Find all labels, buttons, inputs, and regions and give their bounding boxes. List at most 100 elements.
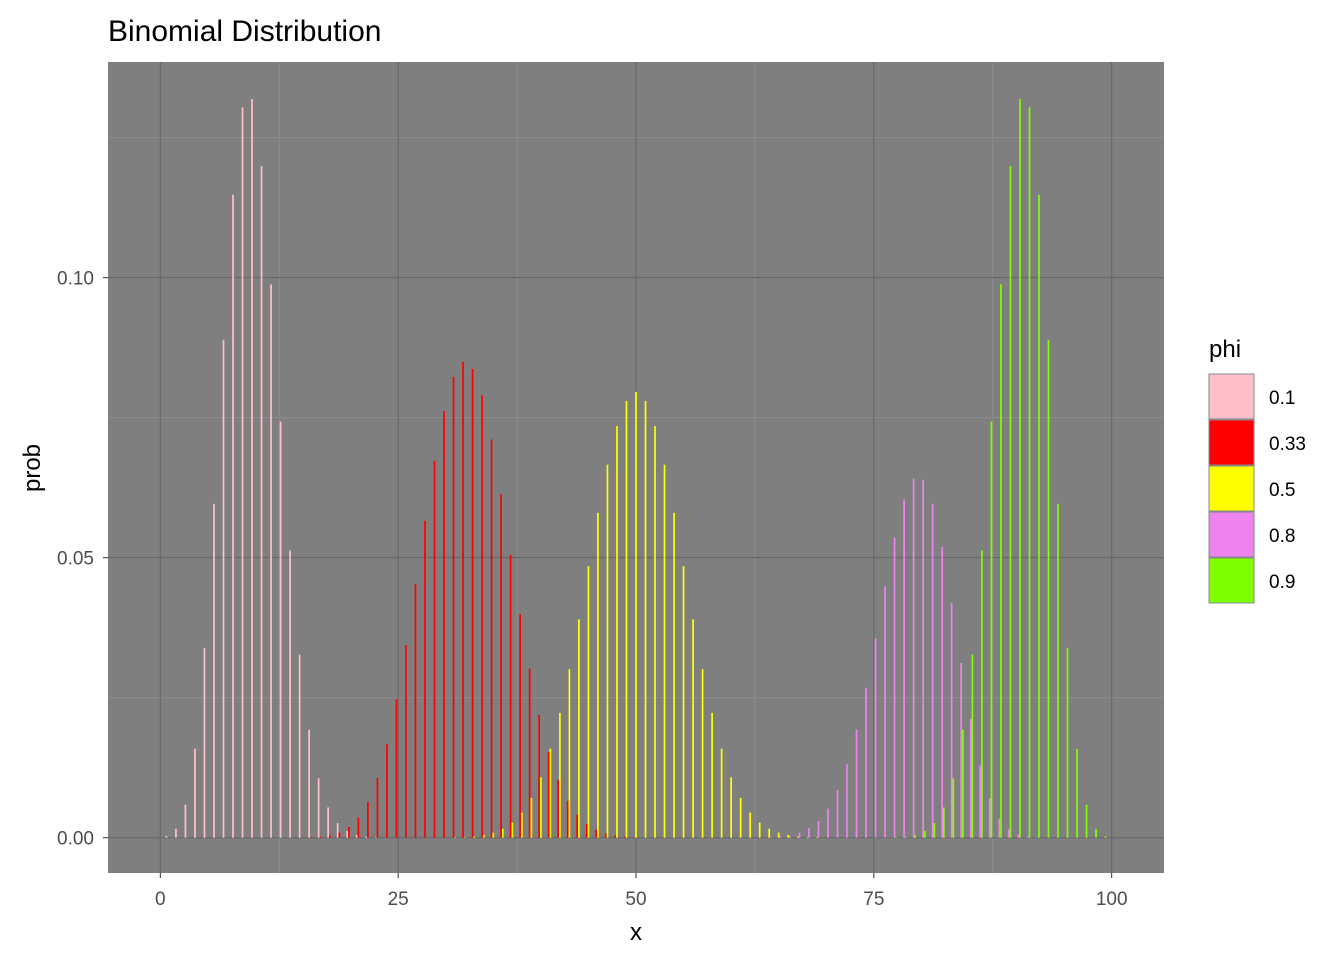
- bar-0.8-72: [846, 764, 848, 838]
- bar-0.8-91: [1026, 836, 1029, 838]
- bar-0.1-21: [355, 834, 358, 838]
- bar-0.5-41: [549, 748, 552, 838]
- bar-0.8-77: [893, 537, 896, 838]
- bar-0.1-4: [194, 748, 196, 838]
- bar-0.8-82: [941, 547, 943, 838]
- bar-0.8-81: [931, 503, 934, 838]
- bar-0.9-91: [1028, 107, 1031, 838]
- x-tick-label: 0: [155, 889, 166, 910]
- bar-0.33-30: [443, 410, 445, 838]
- bar-0.1-20: [346, 830, 349, 838]
- legend-label-0.9: 0.9: [1269, 572, 1295, 593]
- bar-0.33-23: [376, 777, 379, 838]
- bar-0.8-71: [836, 790, 839, 838]
- bar-0.1-5: [203, 647, 206, 838]
- y-tick-label: 0.05: [57, 549, 94, 570]
- bar-0.5-69: [815, 837, 818, 838]
- bar-0.33-22: [367, 801, 369, 838]
- legend: phi 0.1 0.33 0.5 0.8 0.9: [1208, 336, 1306, 604]
- bar-0.1-7: [222, 339, 225, 838]
- legend-key-0.8: [1208, 511, 1255, 558]
- bar-0.5-33: [473, 836, 476, 838]
- bar-0.9-89: [1009, 166, 1012, 838]
- bar-0.1-11: [260, 166, 263, 838]
- bar-0.5-40: [540, 777, 542, 838]
- bar-0.5-37: [511, 822, 514, 838]
- bar-0.33-47: [604, 833, 607, 838]
- bar-0.9-95: [1066, 647, 1069, 838]
- bar-0.5-39: [530, 797, 533, 838]
- bar-0.8-73: [855, 729, 858, 838]
- bar-0.8-66: [789, 835, 791, 838]
- legend-key-0.1: [1208, 373, 1255, 420]
- legend-label-0.8: 0.8: [1269, 526, 1295, 547]
- bar-0.9-81: [933, 823, 936, 838]
- bar-0.5-44: [578, 619, 580, 838]
- bar-0.8-65: [779, 836, 782, 838]
- bar-0.1-15: [298, 654, 301, 838]
- bar-0.5-56: [692, 619, 694, 838]
- chart-title: Binomial Distribution: [108, 15, 381, 48]
- bar-0.5-38: [520, 812, 523, 838]
- bar-0.33-33: [471, 368, 474, 838]
- bar-0.33-50: [633, 837, 636, 838]
- bar-0.33-32: [462, 361, 464, 838]
- bar-0.5-45: [587, 566, 590, 838]
- bar-0.33-34: [481, 395, 483, 838]
- bar-0.5-54: [673, 512, 675, 838]
- bar-0.5-62: [749, 812, 752, 838]
- bar-0.1-18: [327, 807, 329, 838]
- bar-0.33-19: [338, 832, 341, 838]
- bar-0.1-13: [279, 421, 282, 838]
- bar-0.5-52: [654, 426, 656, 838]
- bar-0.1-22: [365, 836, 368, 838]
- bar-0.5-65: [777, 832, 780, 838]
- bar-0.9-88: [1000, 284, 1002, 838]
- bar-0.1-10: [251, 98, 253, 838]
- legend-key-0.5: [1208, 465, 1255, 512]
- y-axis-title: prob: [19, 444, 46, 492]
- bar-0.33-20: [348, 827, 350, 838]
- bar-0.8-89: [1007, 829, 1010, 838]
- bar-0.33-43: [566, 800, 569, 838]
- bar-0.9-99: [1104, 836, 1107, 838]
- bar-0.8-80: [922, 479, 924, 838]
- bar-0.33-49: [623, 836, 626, 838]
- x-tick-label: 50: [625, 889, 646, 910]
- bar-0.5-58: [711, 712, 713, 838]
- bar-0.9-93: [1047, 339, 1050, 838]
- bar-0.5-36: [501, 828, 504, 838]
- bar-0.5-63: [758, 822, 761, 838]
- bar-0.9-87: [990, 421, 993, 838]
- bar-0.8-92: [1036, 837, 1039, 838]
- bar-0.5-46: [597, 512, 599, 838]
- bar-0.1-3: [184, 804, 187, 838]
- x-tick-label: 25: [388, 889, 409, 910]
- bar-0.33-45: [585, 824, 588, 838]
- legend-label-0.1: 0.1: [1269, 388, 1295, 409]
- bar-0.9-77: [895, 837, 898, 838]
- x-tick-label: 100: [1096, 889, 1128, 910]
- bar-0.5-31: [454, 837, 457, 838]
- bar-0.9-84: [962, 729, 964, 838]
- bar-0.8-67: [798, 832, 801, 838]
- legend-key-0.9: [1208, 557, 1255, 604]
- bar-0.8-84: [960, 662, 963, 838]
- bar-0.33-18: [329, 835, 331, 838]
- bar-0.5-53: [663, 464, 666, 838]
- bar-0.8-68: [808, 828, 810, 838]
- bar-0.5-67: [796, 836, 799, 838]
- bar-0.1-23: [374, 837, 377, 838]
- bar-0.8-76: [884, 586, 886, 838]
- bar-0.33-17: [319, 836, 322, 838]
- bar-0.5-51: [644, 400, 647, 838]
- x-axis-ticks: 0 25 50 75 100: [155, 873, 1128, 910]
- bar-0.9-79: [914, 834, 917, 838]
- bar-0.33-31: [452, 376, 455, 838]
- bar-0.9-92: [1038, 194, 1040, 838]
- bar-0.33-28: [424, 520, 426, 838]
- bar-0.8-79: [912, 478, 915, 838]
- bar-0.5-49: [625, 400, 628, 838]
- bar-0.8-64: [770, 837, 772, 838]
